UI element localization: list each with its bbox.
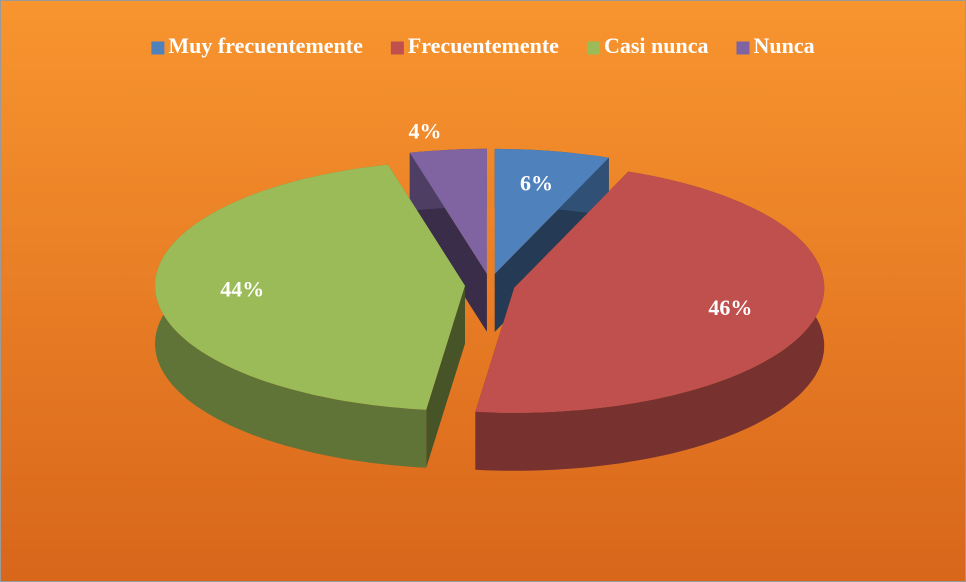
legend-swatch: [586, 41, 600, 55]
slice-top: [475, 171, 825, 413]
legend-label: Nunca: [753, 33, 814, 58]
legend-swatch: [736, 41, 750, 55]
slice: [155, 164, 465, 468]
legend-label: Muy frecuentemente: [168, 33, 363, 58]
slice-top: [494, 148, 609, 274]
legend-swatch: [390, 41, 404, 55]
slice: [475, 171, 825, 471]
slice-top: [409, 148, 487, 274]
slice-top: [155, 164, 465, 410]
data-label: 6%: [520, 171, 553, 196]
legend-swatch: [151, 41, 165, 55]
legend-label: Frecuentemente: [408, 33, 559, 58]
data-label: 4%: [408, 119, 441, 144]
legend-label: Casi nunca: [604, 33, 709, 58]
data-label: 46%: [708, 295, 752, 320]
slice-side: [426, 285, 465, 468]
data-label: 44%: [220, 276, 264, 301]
slice: [409, 148, 487, 332]
